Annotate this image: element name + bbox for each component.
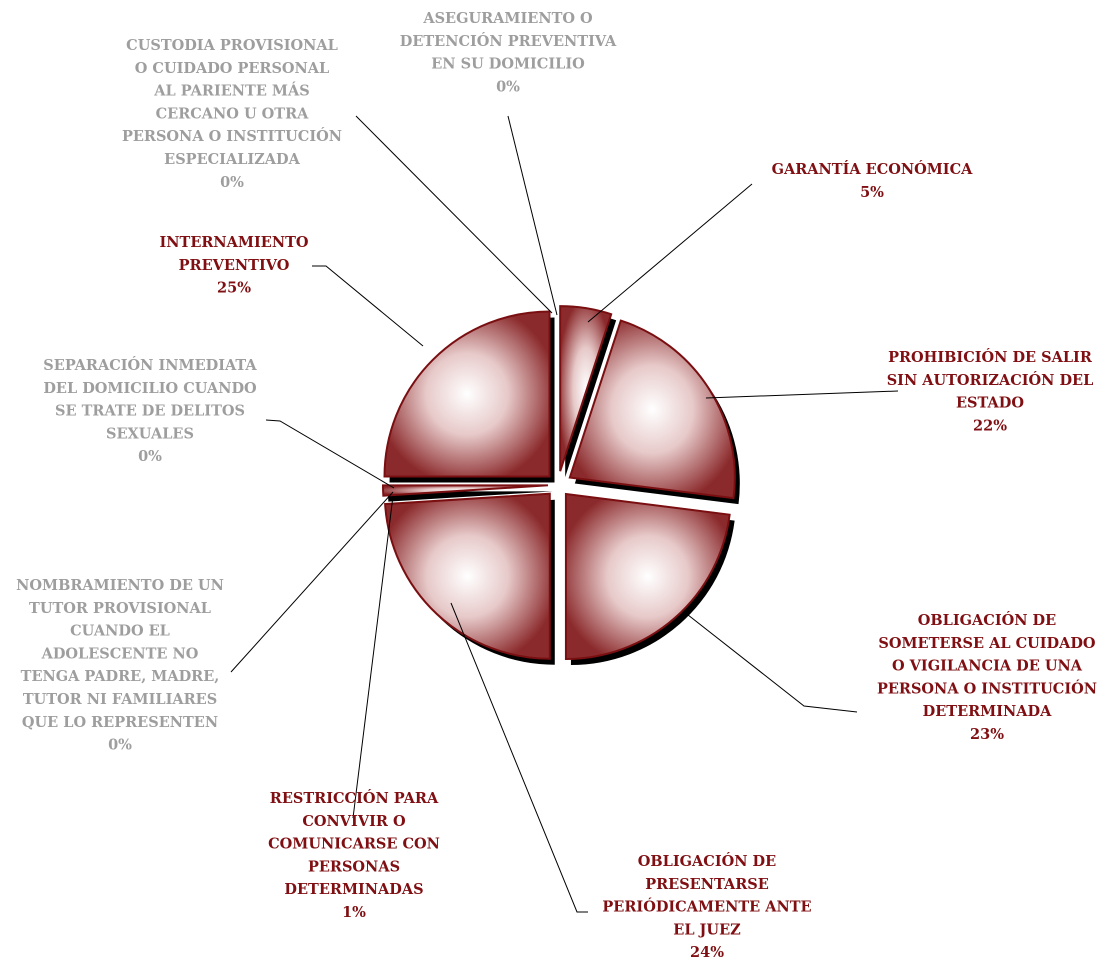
slice-label-line: SOMETERSE AL CUIDADO <box>878 635 1096 652</box>
slice-percent-nombramiento: 0% <box>108 737 132 754</box>
slice-label-line: INTERNAMIENTO <box>160 234 309 251</box>
slice-label-line: ASEGURAMIENTO O <box>422 10 593 27</box>
slice-label-nombramiento: NOMBRAMIENTO DE UN TUTOR PROVISIONAL CUAND… <box>16 577 224 754</box>
slice-label-line: NOMBRAMIENTO DE UN <box>16 577 224 594</box>
slice-label-line: CONVIVIR O <box>302 813 406 830</box>
slice-labels: GARANTÍA ECONÓMICA 5% PROHIBICIÓN DE SALIR… <box>16 10 1097 961</box>
slice-label-line: ADOLESCENTE NO <box>41 645 199 662</box>
pie-slice-internamiento <box>383 310 551 478</box>
slice-label-line: ESPECIALIZADA <box>164 151 300 168</box>
slice-label-separacion: SEPARACIÓN INMEDIATA DEL DOMICILIO CUANDO… <box>43 356 257 465</box>
slice-label-prohibicion: PROHIBICIÓN DE SALIR SIN AUTORIZACIÓN DEL… <box>887 348 1094 434</box>
slice-label-garantia: GARANTÍA ECONÓMICA 5% <box>772 160 974 201</box>
leader-line-internamiento <box>312 265 424 347</box>
slice-label-line: PRESENTARSE <box>645 876 769 893</box>
slice-label-internamiento: INTERNAMIENTO PREVENTIVO 25% <box>160 234 309 297</box>
slice-label-line: PERSONA O INSTITUCIÓN <box>122 127 342 145</box>
pie-slice-garantia <box>559 305 613 472</box>
slice-label-line: GARANTÍA ECONÓMICA <box>772 160 974 178</box>
slice-label-line: OBLIGACIÓN DE <box>638 852 776 870</box>
slice-label-line: COMUNICARSE CON <box>268 836 440 853</box>
slice-label-aseguramiento: ASEGURAMIENTO O DETENCIÓN PREVENTIVA EN SU… <box>400 10 617 95</box>
slice-percent-custodia: 0% <box>220 174 244 191</box>
slice-label-line: CUANDO EL <box>70 623 170 640</box>
slice-label-line: DEL DOMICILIO CUANDO <box>43 380 257 397</box>
slice-label-line: SE TRATE DE DELITOS <box>55 403 245 420</box>
slice-label-restriccion: RESTRICCIÓN PARA CONVIVIR O COMUNICARSE CO… <box>268 789 440 921</box>
slice-percent-internamiento: 25% <box>217 280 251 297</box>
slice-label-line: O CUIDADO PERSONAL <box>135 60 330 77</box>
pie-slice-prohibicion <box>568 319 736 500</box>
slice-label-line: EL JUEZ <box>673 921 741 938</box>
slice-label-line: SEPARACIÓN INMEDIATA <box>43 356 257 374</box>
slice-label-line: SIN AUTORIZACIÓN DEL <box>887 371 1094 389</box>
slice-label-line: PERIÓDICAMENTE ANTE <box>602 898 811 916</box>
slice-label-line: ESTADO <box>956 395 1024 412</box>
pie-slice-restriccion <box>382 484 549 497</box>
slice-label-line: TUTOR NI FAMILIARES <box>23 691 217 708</box>
slice-label-obligacion_presentarse: OBLIGACIÓN DE PRESENTARSE PERIÓDICAMENTE A… <box>602 852 811 961</box>
pie-slices <box>382 305 736 661</box>
slice-percent-restriccion: 1% <box>342 904 366 921</box>
slice-percent-prohibicion: 22% <box>973 417 1007 434</box>
slice-label-obligacion_cuidado: OBLIGACIÓN DE SOMETERSE AL CUIDADO O VIGIL… <box>877 611 1097 743</box>
pie-slice-obligacion_cuidado <box>564 492 731 661</box>
slice-label-line: O VIGILANCIA DE UNA <box>892 658 1083 675</box>
slice-percent-aseguramiento: 0% <box>496 78 520 95</box>
slice-label-line: EN SU DOMICILIO <box>431 56 585 73</box>
slice-label-custodia: CUSTODIA PROVISIONAL O CUIDADO PERSONAL AL… <box>122 37 342 191</box>
leader-line-obligacion_cuidado <box>682 610 858 713</box>
slice-label-line: TENGA PADRE, MADRE, <box>21 668 220 685</box>
slice-label-line: DETERMINADA <box>923 703 1052 720</box>
slice-label-line: CERCANO U OTRA <box>156 105 310 122</box>
slice-label-line: PERSONAS <box>308 858 400 875</box>
slice-label-line: PROHIBICIÓN DE SALIR <box>888 348 1093 366</box>
leader-line-custodia <box>355 115 553 314</box>
slice-label-line: PERSONA O INSTITUCIÓN <box>877 679 1097 697</box>
slice-label-line: PREVENTIVO <box>179 257 290 274</box>
leader-line-garantia <box>587 183 753 323</box>
slice-shadow-restriccion <box>388 491 554 502</box>
pie-slice-obligacion_presentarse <box>384 492 551 660</box>
slice-percent-garantia: 5% <box>860 184 884 201</box>
slice-percent-obligacion_cuidado: 23% <box>970 726 1004 743</box>
slice-label-line: CUSTODIA PROVISIONAL <box>126 37 338 54</box>
leader-line-separacion <box>265 419 395 489</box>
slice-label-line: AL PARIENTE MÁS <box>153 82 309 100</box>
slice-label-line: DETERMINADAS <box>284 881 423 898</box>
slice-percent-obligacion_presentarse: 24% <box>690 944 724 961</box>
slice-label-line: OBLIGACIÓN DE <box>918 611 1056 629</box>
leader-line-prohibicion <box>705 390 899 399</box>
slice-label-line: RESTRICCIÓN PARA <box>270 789 439 807</box>
leader-line-aseguramiento <box>507 115 558 316</box>
leader-line-restriccion <box>352 495 394 819</box>
leader-line-nombramiento <box>230 491 394 673</box>
slice-label-line: QUE LO REPRESENTEN <box>22 714 218 731</box>
slice-percent-separacion: 0% <box>138 448 162 465</box>
slice-label-line: TUTOR PROVISIONAL <box>29 600 211 617</box>
slice-label-line: DETENCIÓN PREVENTIVA <box>400 32 617 50</box>
leader-line-obligacion_presentarse <box>450 602 588 913</box>
leader-lines <box>230 115 899 913</box>
slice-label-line: SEXUALES <box>106 425 194 442</box>
